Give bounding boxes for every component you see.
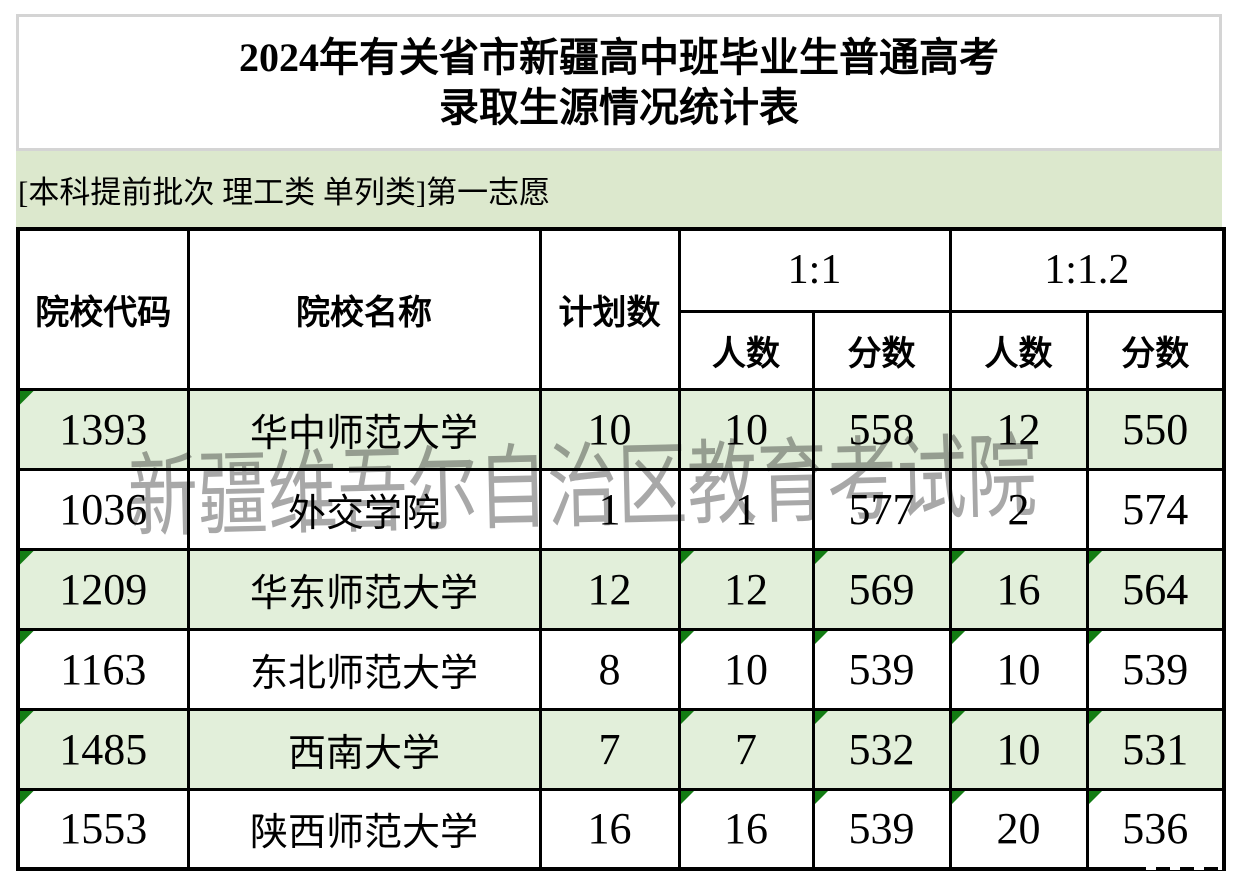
cell-ratio1-score: 532: [811, 707, 952, 791]
cell-college-name: 华东师范大学: [186, 547, 542, 631]
cell-plan-count: 8: [538, 627, 681, 711]
cell-ratio2-count: 20: [948, 787, 1089, 871]
cell-college-code: 1553: [16, 787, 190, 871]
cell-ratio2-score: 536: [1085, 787, 1226, 871]
cell-corner-flag-icon: [682, 552, 695, 565]
cell-corner-flag-icon: [1090, 712, 1103, 725]
table-row: 1036 外交学院 1 1 577 2 574: [16, 467, 1226, 551]
cell-corner-flag-icon: [816, 712, 829, 725]
section-header-band: [本科提前批次 理工类 单列类]第一志愿: [16, 151, 1222, 227]
cell-corner-flag-icon: [1090, 792, 1103, 805]
cell-college-code: 1393: [16, 387, 190, 471]
col-header-score-ratio2: 分数: [1085, 309, 1226, 391]
cell-ratio2-score: 550: [1085, 387, 1226, 471]
cell-corner-flag-icon: [816, 552, 829, 565]
cell-ratio2-count: 16: [948, 547, 1089, 631]
cell-ratio2-count: 2: [948, 467, 1089, 551]
col-header-plan-count: 计划数: [538, 227, 681, 391]
cell-ratio2-score: 574: [1085, 467, 1226, 551]
col-group-ratio-1-1: 1:1: [677, 227, 952, 313]
cell-college-code: 1209: [16, 547, 190, 631]
admission-stats-table: 院校代码 院校名称 计划数 1:1 1:1.2 人数 分数 人数 分数 1393…: [16, 227, 1227, 871]
cell-corner-flag-icon: [682, 792, 695, 805]
table-row: 1163 东北师范大学 8 10 539 10 539: [16, 627, 1226, 711]
table-row: 1393 华中师范大学 10 10 558 12 550: [16, 387, 1226, 471]
cell-ratio2-count: 10: [948, 627, 1089, 711]
table-row: 1553 陕西师范大学 16 16 539 20 536: [16, 787, 1226, 871]
cell-college-name: 陕西师范大学: [186, 787, 542, 871]
col-header-count-ratio2: 人数: [948, 309, 1089, 391]
table-header: 院校代码 院校名称 计划数 1:1 1:1.2 人数 分数 人数 分数: [16, 227, 1226, 391]
cell-corner-flag-icon: [953, 712, 966, 725]
table-row: 1209 华东师范大学 12 12 569 16 564: [16, 547, 1226, 631]
cell-plan-count: 7: [538, 707, 681, 791]
col-header-college-name: 院校名称: [186, 227, 542, 391]
cell-plan-count: 12: [538, 547, 681, 631]
cell-corner-flag-icon: [953, 632, 966, 645]
cell-corner-flag-icon: [21, 792, 34, 805]
cell-plan-count: 10: [538, 387, 681, 471]
cell-ratio2-score: 539: [1085, 627, 1226, 711]
cell-corner-flag-icon: [21, 552, 34, 565]
cell-ratio1-count: 7: [677, 707, 815, 791]
cell-college-name: 西南大学: [186, 707, 542, 791]
cell-corner-flag-icon: [21, 712, 34, 725]
cell-ratio1-count: 10: [677, 627, 815, 711]
cell-ratio2-score: 531: [1085, 707, 1226, 791]
document-title-box: 2024年有关省市新疆高中班毕业生普通高考 录取生源情况统计表: [16, 14, 1222, 151]
cell-corner-flag-icon: [1090, 552, 1103, 565]
cell-college-code: 1163: [16, 627, 190, 711]
cell-ratio1-score: 558: [811, 387, 952, 471]
cell-ratio1-score: 539: [811, 787, 952, 871]
cell-corner-flag-icon: [816, 632, 829, 645]
cell-ratio2-count: 10: [948, 707, 1089, 791]
cell-corner-flag-icon: [953, 792, 966, 805]
cell-ratio2-count: 12: [948, 387, 1089, 471]
cell-college-name: 东北师范大学: [186, 627, 542, 711]
col-header-score-ratio1: 分数: [811, 309, 952, 391]
col-header-college-code: 院校代码: [16, 227, 190, 391]
cell-corner-flag-icon: [1090, 632, 1103, 645]
title-line-1: 2024年有关省市新疆高中班毕业生普通高考: [239, 34, 999, 80]
col-group-ratio-1-1-2: 1:1.2: [948, 227, 1226, 313]
table-row: 1485 西南大学 7 7 532 10 531: [16, 707, 1226, 791]
section-label: [本科提前批次 理工类 单列类]第一志愿: [18, 174, 551, 210]
cell-college-name: 华中师范大学: [186, 387, 542, 471]
cell-corner-flag-icon: [816, 792, 829, 805]
col-header-count-ratio1: 人数: [677, 309, 815, 391]
cell-ratio1-score: 569: [811, 547, 952, 631]
cell-corner-flag-icon: [21, 632, 34, 645]
cell-ratio1-count: 1: [677, 467, 815, 551]
title-line-2: 录取生源情况统计表: [439, 84, 799, 130]
cell-college-code: 1036: [16, 467, 190, 551]
cell-corner-flag-icon: [21, 392, 34, 405]
cell-college-code: 1485: [16, 707, 190, 791]
cell-plan-count: 16: [538, 787, 681, 871]
cell-college-name: 外交学院: [186, 467, 542, 551]
cell-corner-flag-icon: [953, 552, 966, 565]
cell-corner-flag-icon: [682, 712, 695, 725]
cell-ratio1-score: 577: [811, 467, 952, 551]
cell-ratio1-count: 12: [677, 547, 815, 631]
cell-plan-count: 1: [538, 467, 681, 551]
table-body: 1393 华中师范大学 10 10 558 12 550 1036 外交学院 1…: [16, 387, 1226, 871]
cell-ratio1-count: 10: [677, 387, 815, 471]
cell-corner-flag-icon: [682, 632, 695, 645]
cell-ratio2-score: 564: [1085, 547, 1226, 631]
cell-ratio1-count: 16: [677, 787, 815, 871]
cell-ratio1-score: 539: [811, 627, 952, 711]
